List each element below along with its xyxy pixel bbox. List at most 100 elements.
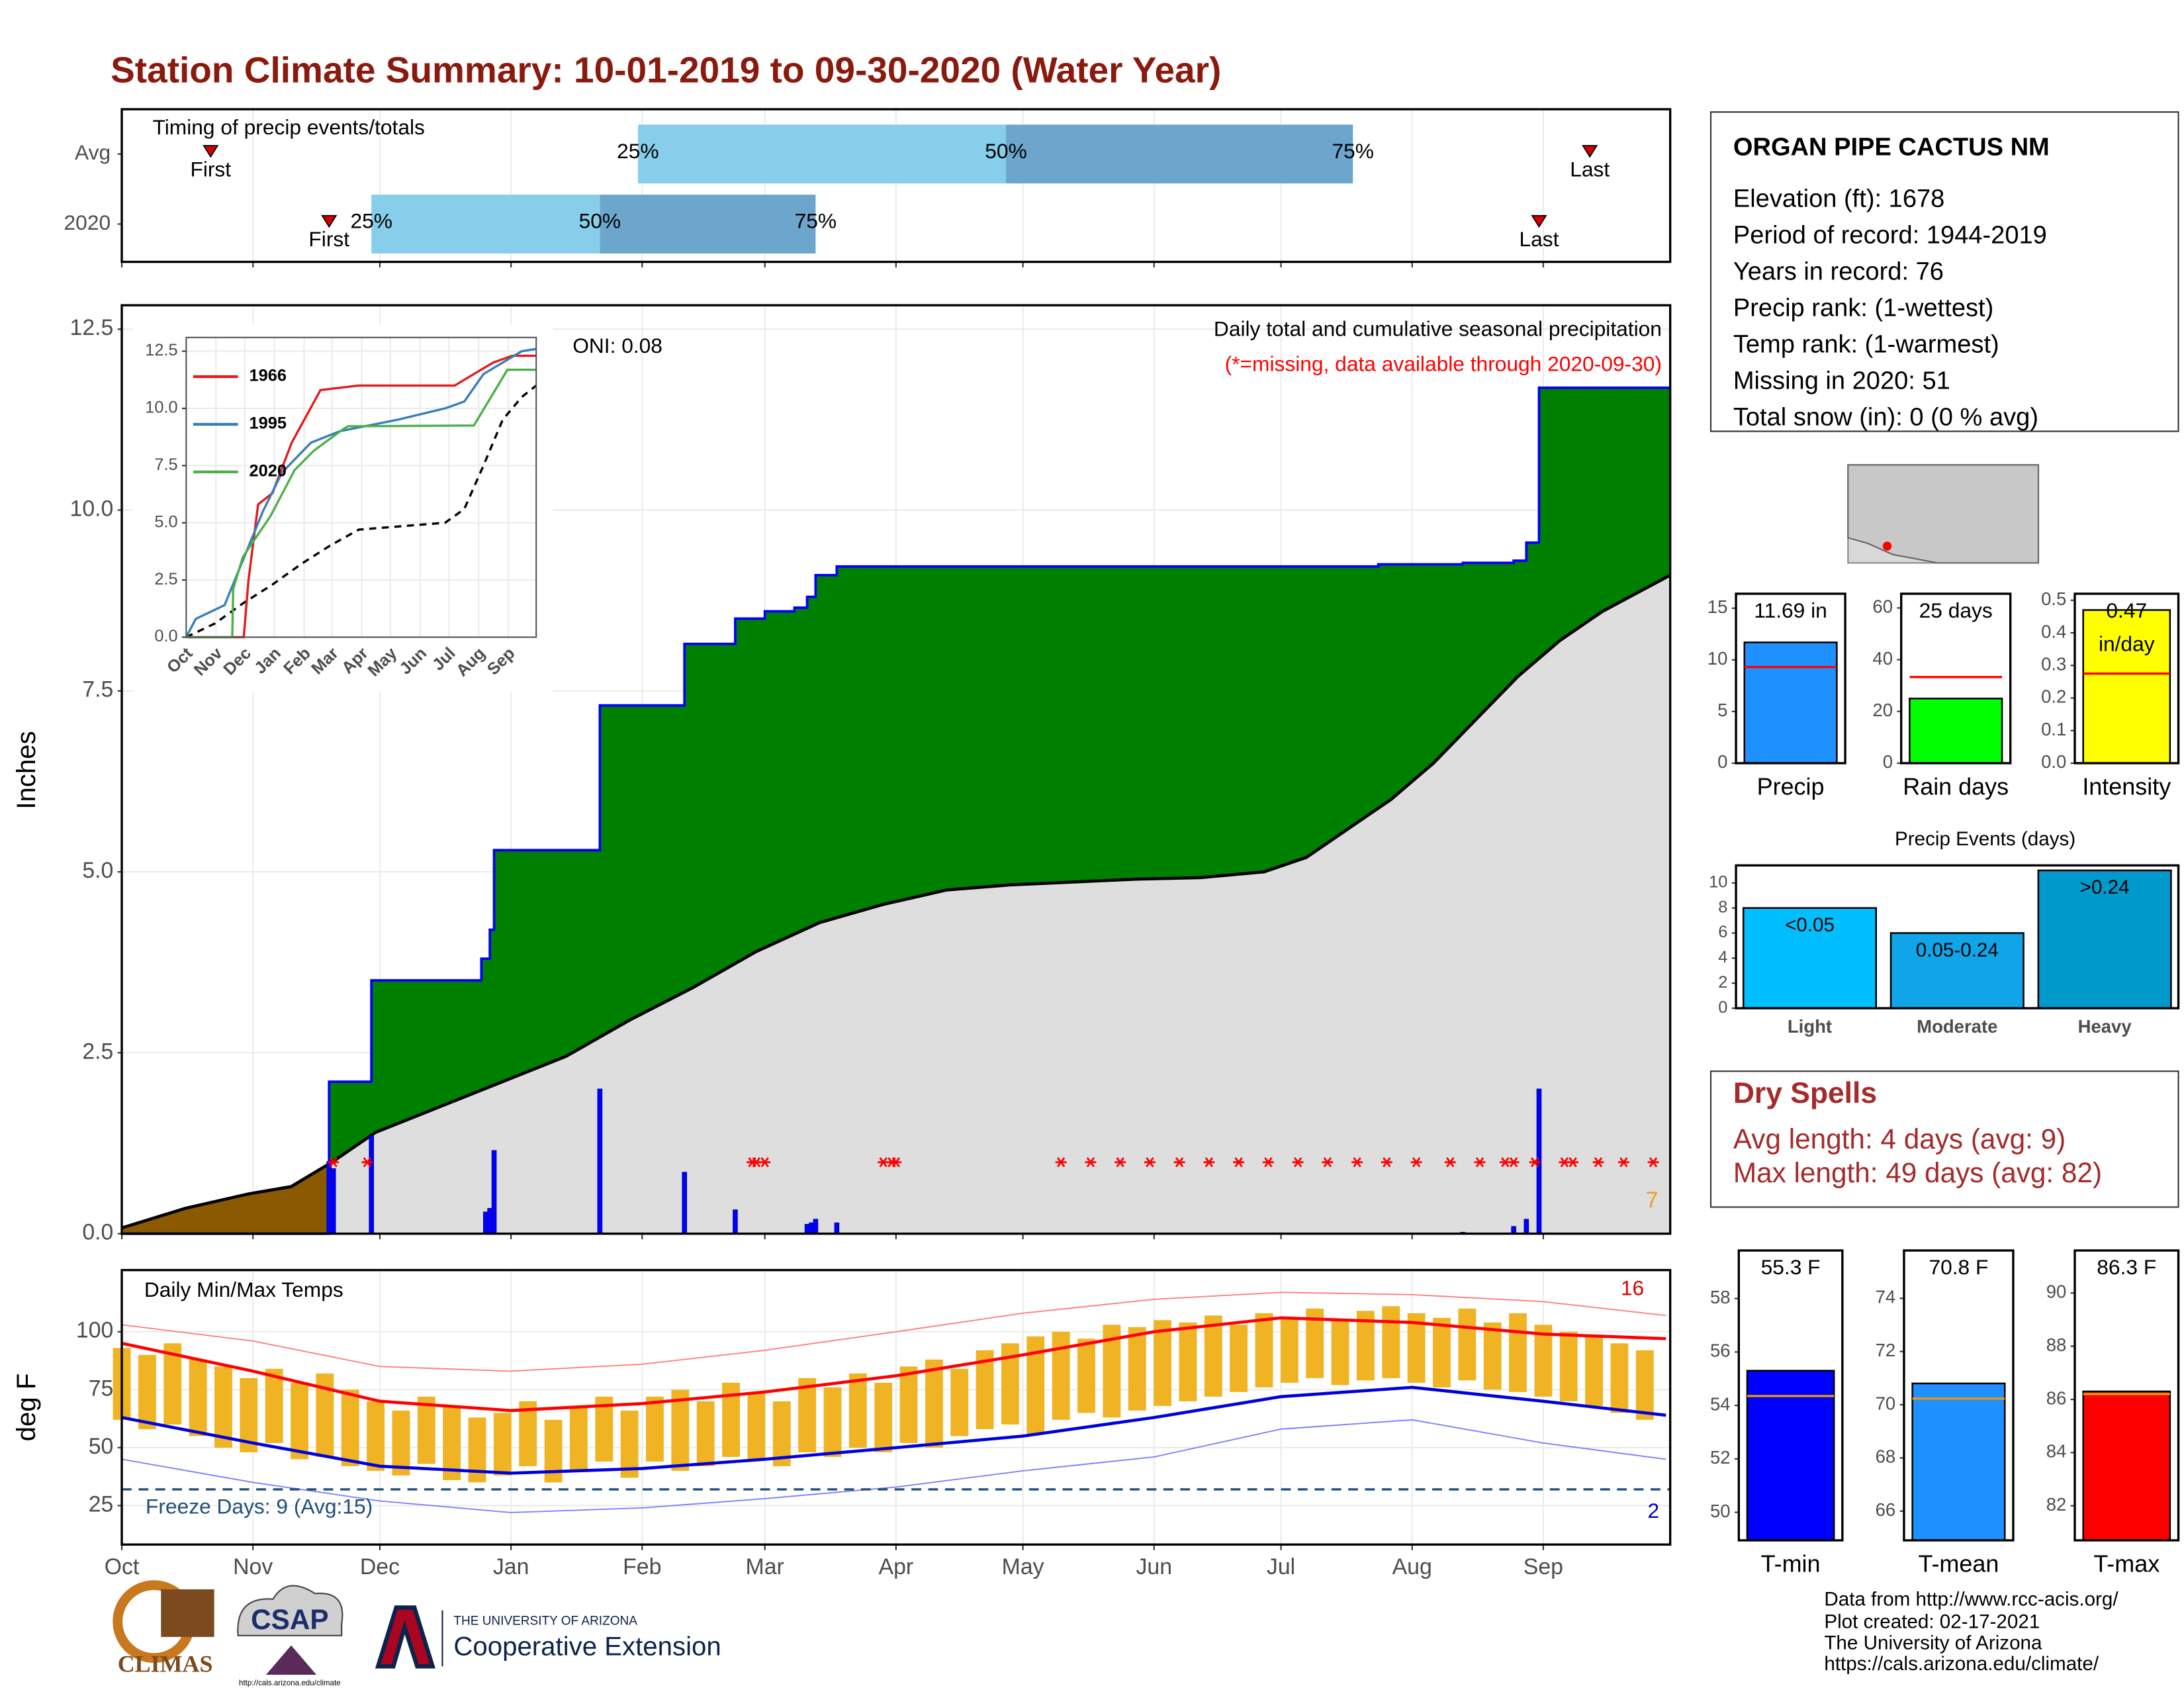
bin-label: 0.05-0.24 <box>1916 939 1999 961</box>
missing-marker <box>1617 1157 1629 1168</box>
y-tick-label: 90 <box>2046 1282 2067 1302</box>
quartile-label: 50% <box>579 209 621 233</box>
dry-spells-title: Dry Spells <box>1733 1077 1877 1109</box>
average-line <box>121 1316 1666 1413</box>
value-label: 86.3 F <box>2097 1255 2156 1279</box>
temp-range-bar <box>823 1387 842 1457</box>
x-tick-label: May <box>1002 1554 1044 1579</box>
missing-marker <box>328 1157 340 1168</box>
y-tick-label: 10 <box>1707 648 1728 669</box>
temp-range-bar <box>443 1405 461 1480</box>
y-tick-label: 0.4 <box>2041 621 2066 641</box>
temp-range-bar <box>1154 1320 1171 1406</box>
station-name: ORGAN PIPE CACTUS NM <box>1733 133 2050 161</box>
event-marker <box>1531 214 1547 228</box>
event-marker <box>1582 145 1598 158</box>
y-tick-label: 72 <box>1876 1340 1896 1360</box>
y-tick-label: 58 <box>1710 1287 1731 1307</box>
row-label: 2020 <box>64 211 111 234</box>
y-tick-label: 12.5 <box>145 341 177 359</box>
x-tick-label: Nov <box>233 1554 273 1579</box>
y-tick-label: 25 <box>89 1491 114 1517</box>
daily-bar <box>834 1222 840 1235</box>
temp-range-bar <box>569 1405 588 1471</box>
temp-range-bar <box>646 1396 664 1462</box>
y-tick-label: 75 <box>89 1376 114 1401</box>
quartile-label: 75% <box>795 209 837 233</box>
map-region <box>1847 464 2040 564</box>
temp-range-bar <box>214 1366 232 1448</box>
record-line <box>121 1291 1666 1372</box>
csap-url: http://cals.arizona.edu/climate <box>239 1679 341 1687</box>
y-tick-label: 0.0 <box>82 1220 113 1245</box>
oni-label: ONI: 0.08 <box>572 334 662 357</box>
series-line <box>186 354 537 639</box>
x-tick-label: Aug <box>1392 1554 1432 1579</box>
missing-marker <box>1567 1157 1579 1168</box>
panel-frame <box>1737 1249 1844 1542</box>
y-tick-label: 2 <box>1718 973 1727 992</box>
missing-marker <box>1592 1157 1604 1168</box>
y-tick-label: 0.2 <box>2041 686 2066 707</box>
average-area <box>122 575 1670 1234</box>
temp-range-bar <box>1204 1315 1222 1397</box>
y-tick-label: 86 <box>2046 1387 2067 1408</box>
station-line: Total snow (in): 0 (0 % avg) <box>1733 404 2038 432</box>
temp-range-bar <box>1077 1338 1095 1413</box>
station-line: Elevation (ft): 1678 <box>1733 185 1944 213</box>
y-tick-label: 60 <box>1872 596 1893 617</box>
y-tick-label: 0.3 <box>2041 653 2066 674</box>
temp-range-bar <box>1382 1306 1400 1378</box>
quartile-label: 25% <box>350 209 392 233</box>
temp-range-bar <box>1635 1350 1654 1420</box>
footer-line: Data from http://www.rcc-acis.org/ <box>1824 1589 2118 1611</box>
temp-range-bar <box>1433 1317 1451 1387</box>
missing-marker <box>1529 1157 1541 1168</box>
panel-frame <box>1903 1249 2015 1542</box>
temp-range-bar <box>950 1368 969 1436</box>
y-axis-label: Inches <box>11 731 41 809</box>
y-tick-label: 12.5 <box>70 315 114 340</box>
station-location <box>1882 541 1892 551</box>
bar <box>1911 1382 2006 1542</box>
bin-label: >0.24 <box>2080 876 2130 898</box>
csap-cloud <box>237 1585 343 1636</box>
temp-range-bar <box>925 1359 943 1448</box>
temp-range-bar <box>798 1378 817 1452</box>
y-tick-label: 7.5 <box>154 455 177 474</box>
timing-label: Timing of precip events/totals <box>153 115 425 139</box>
y-tick-label: 0.0 <box>2041 751 2066 772</box>
temp-range-bar <box>1483 1322 1502 1390</box>
y-tick-label: 70 <box>1876 1393 1896 1413</box>
daily-bar <box>1524 1219 1529 1235</box>
daily-bar <box>487 1207 492 1235</box>
freeze-note: Freeze Days: 9 (Avg:15) <box>146 1495 373 1519</box>
daily-bar <box>813 1219 819 1235</box>
panel-frame <box>120 1268 1672 1546</box>
y-tick-label: 5.0 <box>82 858 113 883</box>
missing-marker <box>1322 1157 1334 1168</box>
temp-range-bar <box>341 1389 359 1466</box>
category-label: Light <box>1788 1016 1832 1037</box>
x-tick-label: Oct <box>105 1554 140 1579</box>
ua-name: THE UNIVERSITY OF ARIZONA <box>453 1615 637 1628</box>
category-label: T-min <box>1761 1550 1821 1577</box>
record-high-count: 16 <box>1621 1276 1644 1300</box>
temp-range-bar <box>620 1410 639 1478</box>
x-tick-label: Sep <box>1524 1554 1563 1579</box>
temp-range-bar <box>1179 1322 1197 1401</box>
y-tick-label: 4 <box>1718 948 1727 966</box>
missing-marker <box>759 1157 771 1168</box>
bar <box>2037 869 2172 1009</box>
bar <box>2082 609 2171 765</box>
events-title: Precip Events (days) <box>1895 828 2075 850</box>
temp-range-bar <box>848 1373 867 1448</box>
quartile-label: 50% <box>985 139 1026 163</box>
temp-range-bar <box>1280 1317 1298 1383</box>
daily-bar <box>330 1168 336 1235</box>
y-tick-label: 54 <box>1710 1393 1731 1414</box>
daily-bar <box>482 1211 488 1235</box>
event-label: First <box>190 157 231 181</box>
x-tick-label: Feb <box>623 1554 661 1579</box>
event-label: First <box>308 227 349 251</box>
